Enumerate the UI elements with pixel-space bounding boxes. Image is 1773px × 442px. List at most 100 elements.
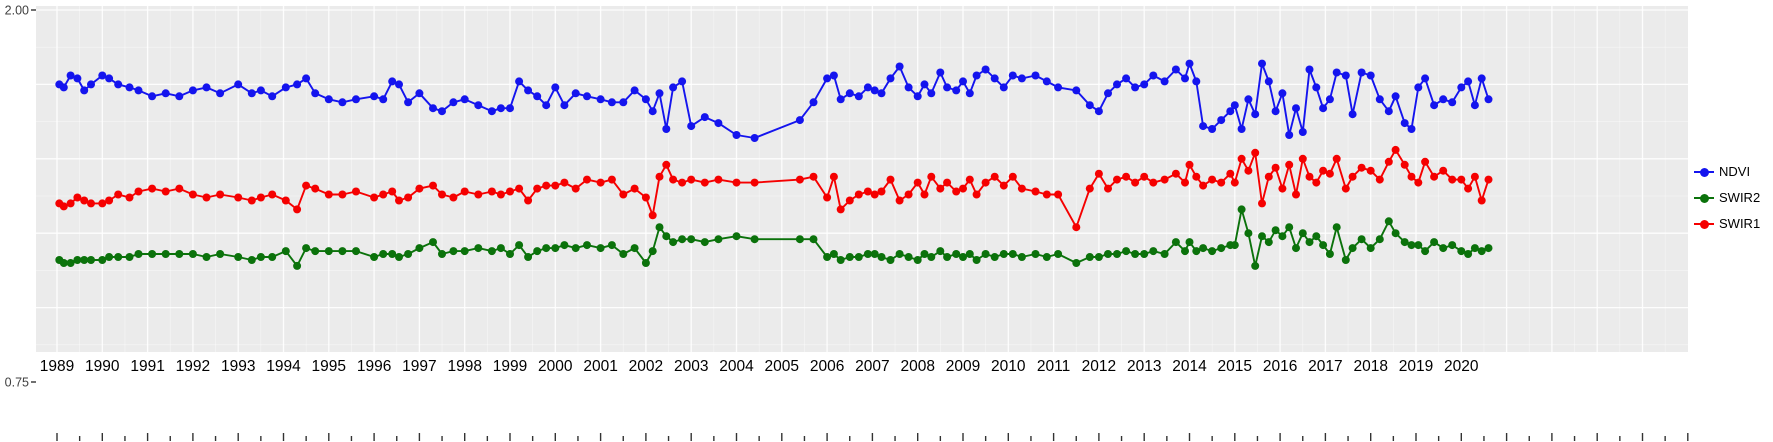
data-point-swir1[interactable] [972,190,981,199]
data-point-swir1[interactable] [560,178,569,187]
data-point-ndvi[interactable] [268,92,277,101]
data-point-ndvi[interactable] [829,71,838,80]
legend-item-swir1[interactable]: SWIR1 [1694,216,1760,231]
data-point-swir2[interactable] [379,250,388,258]
data-point-ndvi[interactable] [1192,77,1201,86]
data-point-ndvi[interactable] [1457,83,1466,92]
data-point-swir1[interactable] [395,196,403,205]
data-point-swir1[interactable] [1470,172,1479,181]
data-point-ndvi[interactable] [1448,98,1457,107]
data-point-swir2[interactable] [234,253,243,261]
data-point-swir2[interactable] [1054,250,1063,258]
data-point-ndvi[interactable] [352,95,360,104]
data-point-swir2[interactable] [904,253,913,261]
data-point-ndvi[interactable] [460,95,469,104]
data-point-swir2[interactable] [98,256,107,264]
data-point-swir2[interactable] [927,253,936,261]
data-point-swir2[interactable] [596,244,605,253]
data-point-swir2[interactable] [438,250,446,258]
data-point-swir1[interactable] [999,181,1008,190]
data-point-ndvi[interactable] [895,62,904,71]
data-point-swir2[interactable] [524,253,533,261]
data-point-swir2[interactable] [913,256,922,264]
data-point-swir1[interactable] [1305,172,1314,181]
data-point-ndvi[interactable] [1341,71,1350,80]
data-point-ndvi[interactable] [1131,83,1140,92]
data-point-ndvi[interactable] [1181,74,1189,83]
data-point-swir2[interactable] [687,235,696,244]
data-point-ndvi[interactable] [965,89,974,98]
data-point-ndvi[interactable] [496,104,505,113]
data-point-swir1[interactable] [148,184,157,193]
data-point-swir2[interactable] [678,235,687,244]
data-point-swir2[interactable] [1122,247,1131,256]
data-point-swir1[interactable] [809,172,818,181]
data-point-ndvi[interactable] [73,74,82,83]
data-point-ndvi[interactable] [904,83,913,92]
data-point-swir1[interactable] [669,175,678,184]
data-point-swir2[interactable] [972,256,981,264]
data-point-swir2[interactable] [216,250,225,258]
data-point-swir1[interactable] [904,190,913,199]
data-point-swir1[interactable] [1199,181,1208,190]
data-point-swir1[interactable] [1319,166,1328,175]
data-point-swir1[interactable] [732,178,741,187]
data-point-swir1[interactable] [324,190,333,199]
data-point-swir2[interactable] [999,250,1008,258]
data-point-swir2[interactable] [965,250,974,258]
data-point-swir1[interactable] [959,184,967,193]
data-point-ndvi[interactable] [161,89,170,98]
data-point-swir2[interactable] [1104,250,1112,258]
data-point-ndvi[interactable] [913,92,922,101]
data-point-swir1[interactable] [1181,178,1189,187]
data-point-swir2[interactable] [202,253,211,261]
data-point-swir1[interactable] [533,184,542,193]
data-point-swir1[interactable] [311,184,320,193]
data-point-swir1[interactable] [1421,157,1430,166]
data-point-ndvi[interactable] [234,80,243,89]
data-point-ndvi[interactable] [542,101,551,110]
data-point-swir2[interactable] [750,235,759,244]
data-point-ndvi[interactable] [959,77,967,86]
data-point-ndvi[interactable] [596,95,605,104]
data-point-swir2[interactable] [1366,244,1375,253]
data-point-ndvi[interactable] [641,95,650,104]
data-point-swir1[interactable] [338,190,347,199]
data-point-ndvi[interactable] [324,95,333,104]
data-point-swir1[interactable] [1185,160,1194,169]
data-point-ndvi[interactable] [1484,95,1493,104]
data-point-swir2[interactable] [1375,235,1384,244]
data-point-swir1[interactable] [293,205,302,214]
data-point-swir1[interactable] [714,175,723,184]
data-point-swir1[interactable] [66,199,75,208]
data-point-swir2[interactable] [1185,238,1194,247]
data-point-swir2[interactable] [324,247,333,256]
data-point-swir2[interactable] [655,223,664,232]
data-point-swir2[interactable] [669,238,678,247]
data-point-ndvi[interactable] [474,101,483,110]
data-point-swir2[interactable] [551,244,560,253]
data-point-swir2[interactable] [1298,229,1307,238]
data-point-swir2[interactable] [1230,241,1239,250]
data-point-ndvi[interactable] [1319,104,1328,113]
data-point-swir1[interactable] [80,196,89,205]
data-point-ndvi[interactable] [877,89,886,98]
data-point-ndvi[interactable] [607,98,616,107]
data-point-swir1[interactable] [1366,166,1375,175]
data-point-ndvi[interactable] [1439,95,1448,104]
data-point-ndvi[interactable] [571,89,580,98]
data-point-swir2[interactable] [1192,247,1201,256]
data-point-swir1[interactable] [474,190,483,199]
data-point-ndvi[interactable] [836,95,845,104]
data-point-swir2[interactable] [981,250,990,258]
data-point-ndvi[interactable] [202,83,211,92]
data-point-swir2[interactable] [823,253,832,261]
data-point-ndvi[interactable] [1008,71,1017,80]
data-point-swir1[interactable] [1054,190,1063,199]
data-point-swir1[interactable] [87,199,95,208]
data-point-swir2[interactable] [863,250,872,258]
data-point-swir1[interactable] [496,190,505,199]
data-point-ndvi[interactable] [619,98,628,107]
data-point-swir1[interactable] [1348,172,1357,181]
data-point-ndvi[interactable] [1085,101,1094,110]
